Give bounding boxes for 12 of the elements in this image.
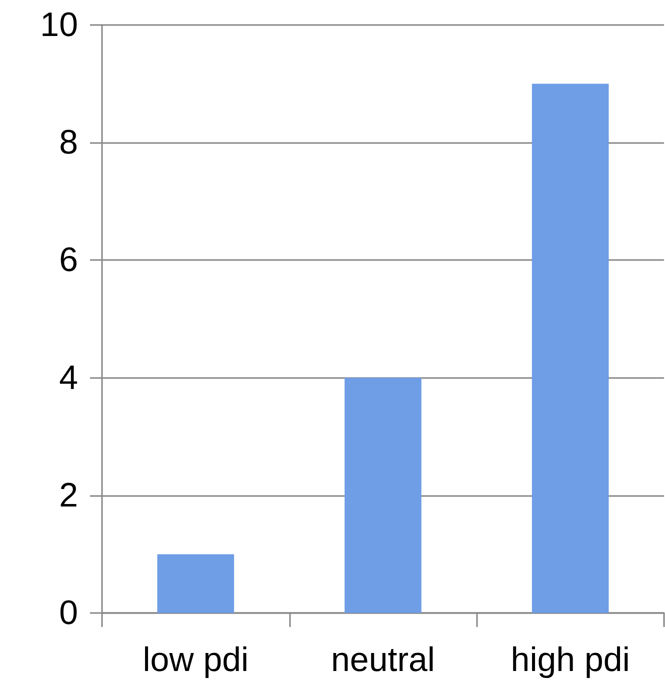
x-tick-label: low pdi [142,641,249,679]
y-tick-label: 10 [40,6,78,44]
y-tick-label: 4 [59,358,78,397]
y-tick-label: 0 [59,594,78,632]
y-tick-label: 6 [59,241,78,280]
y-tick-label: 8 [59,124,78,162]
x-tick-label: neutral [331,641,435,679]
bar [532,84,609,613]
bar [344,378,422,613]
bar [157,554,234,613]
x-tick-label: high pdi [510,641,630,679]
y-tick-label: 2 [59,476,78,514]
